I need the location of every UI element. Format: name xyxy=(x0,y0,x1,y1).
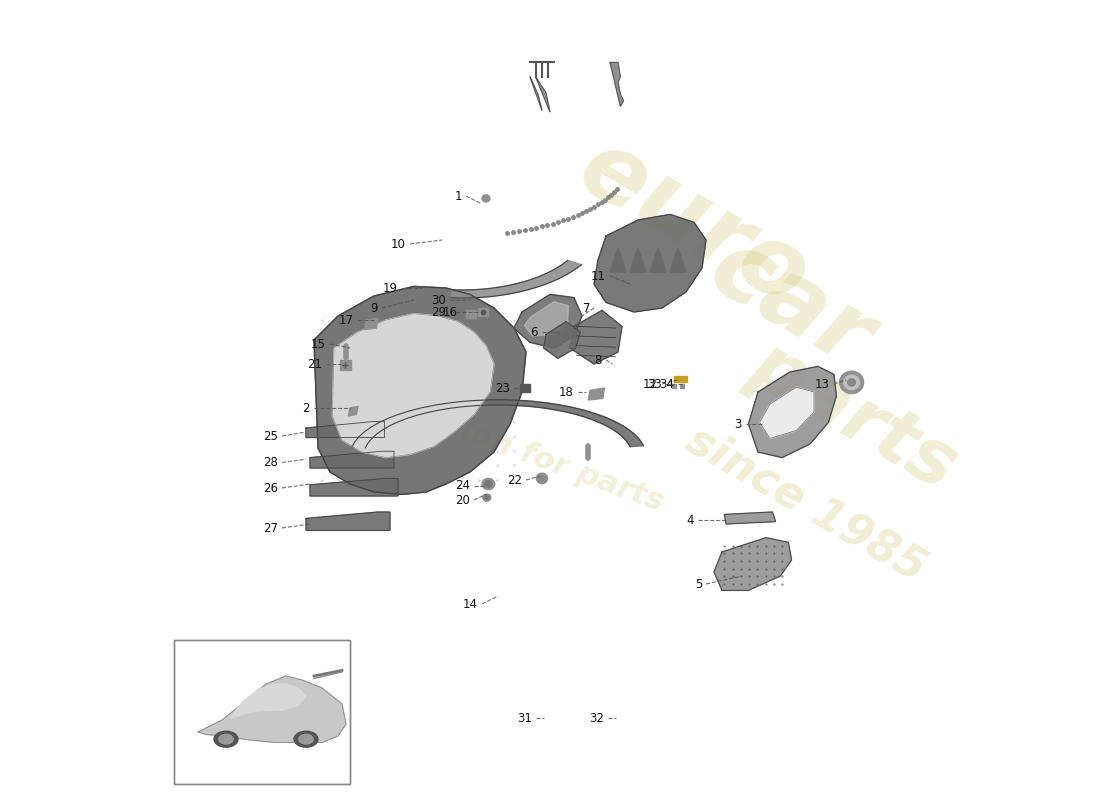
Polygon shape xyxy=(530,77,542,110)
Text: 7: 7 xyxy=(583,302,590,314)
Text: 4: 4 xyxy=(686,514,694,526)
Ellipse shape xyxy=(539,475,546,481)
Polygon shape xyxy=(310,478,398,496)
Text: 23: 23 xyxy=(495,382,510,394)
Text: 6: 6 xyxy=(530,326,538,338)
Text: 22: 22 xyxy=(507,474,522,486)
Text: a passion for parts: a passion for parts xyxy=(353,379,668,517)
Polygon shape xyxy=(725,512,775,524)
Bar xyxy=(174,640,350,784)
Polygon shape xyxy=(543,322,581,358)
Polygon shape xyxy=(570,310,622,364)
Text: euro: euro xyxy=(562,121,826,327)
Text: 13: 13 xyxy=(815,378,830,390)
Polygon shape xyxy=(364,318,378,330)
FancyBboxPatch shape xyxy=(674,376,686,382)
Polygon shape xyxy=(198,676,346,742)
Ellipse shape xyxy=(839,371,864,394)
Text: 33: 33 xyxy=(647,378,662,390)
Polygon shape xyxy=(748,366,836,458)
Ellipse shape xyxy=(299,734,314,744)
Text: 15: 15 xyxy=(311,338,326,350)
Text: 5: 5 xyxy=(694,578,702,590)
Text: 28: 28 xyxy=(263,456,278,469)
Text: 25: 25 xyxy=(263,430,278,442)
Text: 16: 16 xyxy=(443,306,458,318)
Text: 9: 9 xyxy=(371,302,378,314)
Polygon shape xyxy=(594,214,706,312)
Polygon shape xyxy=(306,422,384,438)
Text: since 1985: since 1985 xyxy=(679,418,934,590)
Polygon shape xyxy=(349,406,358,416)
Ellipse shape xyxy=(485,495,488,499)
Text: 21: 21 xyxy=(307,358,322,370)
Polygon shape xyxy=(650,248,666,272)
Ellipse shape xyxy=(485,481,492,487)
FancyBboxPatch shape xyxy=(466,310,475,318)
Ellipse shape xyxy=(537,473,548,483)
Ellipse shape xyxy=(294,731,318,747)
FancyBboxPatch shape xyxy=(520,384,530,392)
Text: car: car xyxy=(693,221,888,387)
Text: 18: 18 xyxy=(559,386,574,398)
Polygon shape xyxy=(588,388,604,400)
Bar xyxy=(174,640,350,784)
Text: parts: parts xyxy=(738,327,970,505)
Polygon shape xyxy=(310,451,394,468)
FancyBboxPatch shape xyxy=(340,360,351,370)
Ellipse shape xyxy=(848,378,856,386)
Polygon shape xyxy=(630,248,646,272)
Polygon shape xyxy=(670,248,686,272)
Text: 32: 32 xyxy=(590,712,604,725)
Text: 29: 29 xyxy=(431,306,446,318)
Text: 3: 3 xyxy=(735,418,743,430)
Text: 20: 20 xyxy=(455,494,470,506)
Polygon shape xyxy=(610,62,624,106)
Ellipse shape xyxy=(844,375,859,390)
Polygon shape xyxy=(760,387,814,438)
Polygon shape xyxy=(306,512,390,530)
Text: 17: 17 xyxy=(339,314,354,326)
Text: 26: 26 xyxy=(263,482,278,494)
Text: 1: 1 xyxy=(454,190,462,202)
Polygon shape xyxy=(514,294,582,348)
Ellipse shape xyxy=(482,478,495,490)
Polygon shape xyxy=(352,400,644,448)
Ellipse shape xyxy=(483,494,491,501)
FancyBboxPatch shape xyxy=(478,308,487,316)
Text: 24: 24 xyxy=(455,479,470,492)
Ellipse shape xyxy=(482,194,490,202)
Polygon shape xyxy=(332,314,494,458)
Polygon shape xyxy=(610,248,626,272)
Polygon shape xyxy=(451,261,582,298)
Text: 19: 19 xyxy=(383,282,398,294)
Text: 34: 34 xyxy=(659,378,674,390)
Text: 8: 8 xyxy=(595,354,602,366)
Text: 10: 10 xyxy=(392,238,406,250)
Text: 31: 31 xyxy=(517,712,532,725)
Polygon shape xyxy=(536,77,550,112)
Ellipse shape xyxy=(214,731,238,747)
Text: 27: 27 xyxy=(263,522,278,534)
Polygon shape xyxy=(525,302,569,336)
Text: 11: 11 xyxy=(591,270,606,282)
Text: 14: 14 xyxy=(463,598,478,610)
Text: 12: 12 xyxy=(644,378,658,390)
Polygon shape xyxy=(314,286,526,494)
Polygon shape xyxy=(714,538,792,590)
Text: 30: 30 xyxy=(431,294,446,306)
Text: 2: 2 xyxy=(302,402,310,414)
Ellipse shape xyxy=(219,734,233,744)
Polygon shape xyxy=(230,684,306,718)
